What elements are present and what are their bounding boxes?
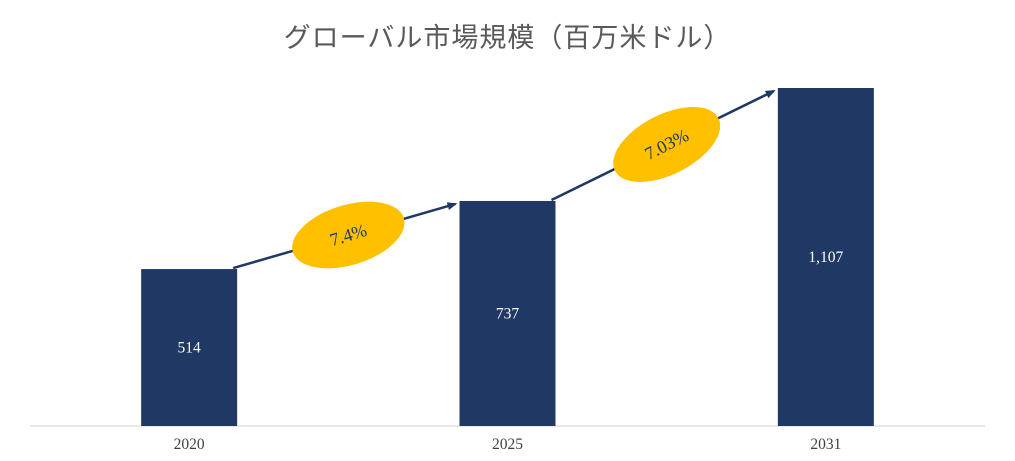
chart-title: グローバル市場規模（百万米ドル）: [283, 23, 732, 53]
bar-2020: [141, 269, 238, 426]
bar-value-label: 737: [496, 305, 520, 322]
growth-ellipse: [613, 107, 721, 182]
x-tick-label: 2031: [810, 436, 841, 453]
bar-2025: [459, 200, 556, 426]
x-tick-label: 2020: [174, 436, 205, 453]
bar-value-label: 514: [178, 340, 202, 357]
x-tick-label: 2025: [492, 436, 523, 453]
bar-2031: [777, 88, 874, 426]
growth-annotation: 7.03%: [613, 107, 721, 182]
bar-value-label: 1,107: [808, 249, 843, 266]
growth-annotation: 7.4%: [292, 201, 405, 269]
growth-ellipse: [292, 201, 405, 269]
